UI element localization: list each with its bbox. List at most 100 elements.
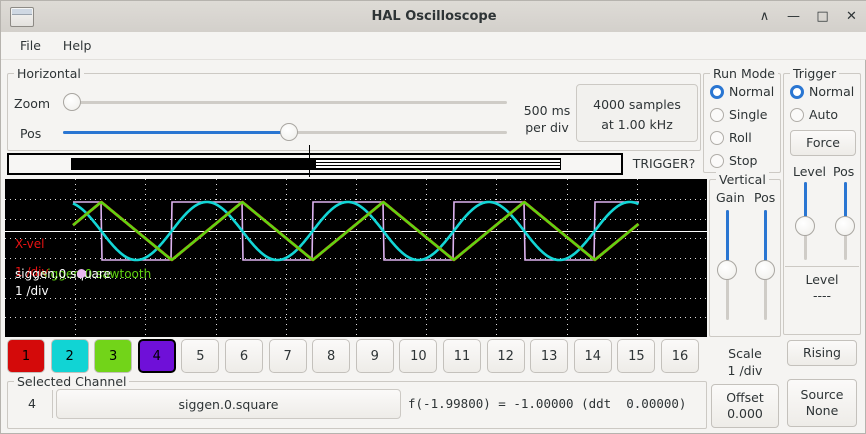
channel-button-4[interactable]: 4 [137, 339, 176, 373]
zoom-slider-track [63, 101, 507, 104]
channel-button-6[interactable]: 6 [225, 339, 263, 373]
shade-button[interactable]: ∧ [759, 9, 770, 24]
trigger-mode-normal-label: Normal [809, 84, 855, 99]
trigger-force-button[interactable]: Force [790, 130, 856, 156]
trigger-pos-slider-fill [844, 182, 847, 222]
horizontal-pos-slider-fill [63, 131, 289, 134]
trigger-mode-normal[interactable]: Normal [790, 84, 854, 99]
run-mode-stop-label: Stop [729, 153, 758, 168]
trigger-source-title: Source [800, 387, 844, 402]
menu-item-file[interactable]: File [20, 38, 41, 53]
zoom-slider[interactable] [63, 93, 507, 111]
run-mode-single-label: Single [729, 107, 768, 122]
radio-off-icon [710, 107, 724, 122]
channel-button-row: 1 2 3 4 5 6 7 8 9 10 11 12 13 14 15 16 [7, 339, 707, 375]
run-mode-roll[interactable]: Roll [710, 130, 752, 145]
channel-scale-label: 1 /div [15, 284, 49, 298]
radio-off-icon [710, 153, 724, 168]
trigger-source-value: None [805, 403, 839, 418]
selected-channel-signal-button[interactable]: siggen.0.square [56, 389, 401, 419]
run-mode-stop[interactable]: Stop [710, 153, 757, 168]
scope-display[interactable]: X-vel 1 /div siggen.0.sawtooth siggen.0.… [5, 179, 707, 337]
channel-button-7[interactable]: 7 [268, 339, 307, 373]
trace-sine [72, 200, 640, 262]
pan-bar-striped [316, 159, 560, 169]
run-mode-group: Run Mode Normal Single Roll Stop [703, 66, 781, 173]
channel-button-10[interactable]: 10 [399, 339, 438, 373]
radio-on-icon [710, 84, 724, 99]
channel-label-x-vel: X-vel [15, 237, 45, 251]
vertical-pos-label: Pos [754, 190, 776, 205]
vertical-offset-value: 0.000 [727, 406, 763, 421]
channel-label-siggen-square: siggen.0.square [15, 267, 111, 281]
trace-triangle [72, 200, 640, 262]
horizontal-pos-slider[interactable] [63, 123, 507, 141]
vertical-pos-slider-knob[interactable] [755, 260, 775, 280]
trace-sawtooth [72, 200, 640, 262]
channel-button-5[interactable]: 5 [181, 339, 220, 373]
menu-bar: File Help [1, 32, 866, 60]
channel-button-11[interactable]: 11 [443, 339, 481, 373]
selected-channel-title: Selected Channel [14, 374, 130, 389]
run-mode-single[interactable]: Single [710, 107, 767, 122]
vertical-offset-button[interactable]: Offset 0.000 [711, 384, 779, 428]
vertical-gain-slider[interactable] [717, 210, 737, 320]
channel-scale-label-red: 1 /div [15, 265, 49, 279]
channel-button-15[interactable]: 15 [617, 339, 656, 373]
scope-zero-line [5, 231, 707, 232]
channel-button-8[interactable]: 8 [312, 339, 351, 373]
timebase-readout: 500 ms per div [516, 102, 578, 136]
title-bar: HAL Oscilloscope ∧ — □ ✕ [1, 1, 866, 33]
run-mode-normal-label: Normal [729, 84, 775, 99]
vertical-gain-slider-knob[interactable] [717, 260, 737, 280]
selected-channel-divider [52, 390, 53, 418]
channel-button-2[interactable]: 2 [50, 339, 89, 373]
channel-button-16[interactable]: 16 [661, 339, 699, 373]
vertical-gain-slider-fill [726, 210, 729, 266]
scope-cursor-handle[interactable] [77, 269, 86, 278]
channel-button-3[interactable]: 3 [94, 339, 133, 373]
minimize-button[interactable]: — [787, 9, 800, 24]
vertical-group-title: Vertical [716, 172, 769, 187]
trigger-status-text: TRIGGER? [632, 156, 696, 171]
trigger-pos-slider[interactable] [835, 182, 855, 260]
run-mode-normal[interactable]: Normal [710, 84, 774, 99]
trigger-position-marker [309, 145, 310, 177]
trigger-pos-slider-knob[interactable] [835, 216, 855, 236]
horizontal-group-title: Horizontal [14, 66, 84, 81]
horizontal-pan-bar[interactable] [7, 153, 623, 175]
trace-square [73, 201, 639, 261]
channel-button-1[interactable]: 1 [7, 339, 45, 373]
trigger-mode-auto[interactable]: Auto [790, 107, 838, 122]
horizontal-pos-slider-knob[interactable] [280, 123, 298, 141]
scope-waveforms [72, 200, 640, 262]
pos-label: Pos [20, 126, 42, 141]
vertical-pos-slider-fill [764, 210, 767, 266]
channel-button-14[interactable]: 14 [573, 339, 612, 373]
window-title: HAL Oscilloscope [371, 9, 497, 24]
maximize-button[interactable]: □ [816, 9, 829, 24]
trigger-level-slider[interactable] [795, 182, 815, 260]
vertical-pos-slider[interactable] [755, 210, 775, 320]
vertical-scale-readout: Scale 1 /div [711, 345, 779, 379]
menu-item-help[interactable]: Help [62, 38, 92, 53]
channel-label-siggen-sawtooth: siggen.0.sawtooth [41, 267, 152, 281]
trigger-level-slider-knob[interactable] [795, 216, 815, 236]
timebase-value: 500 ms [523, 103, 571, 118]
trigger-level-value: ---- [812, 288, 832, 303]
trigger-edge-button[interactable]: Rising [787, 340, 857, 366]
sample-rate-button[interactable]: 4000 samples at 1.00 kHz [576, 84, 698, 142]
channel-button-13[interactable]: 13 [530, 339, 569, 373]
grid-line-horizontal [5, 219, 707, 220]
radio-on-icon [790, 84, 804, 99]
channel-button-9[interactable]: 9 [355, 339, 394, 373]
channel-button-12[interactable]: 12 [486, 339, 525, 373]
run-mode-roll-label: Roll [729, 130, 752, 145]
pan-bar-range[interactable] [71, 158, 561, 170]
zoom-slider-knob[interactable] [63, 93, 81, 111]
trigger-source-button[interactable]: Source None [787, 379, 857, 427]
close-button[interactable]: ✕ [846, 9, 857, 24]
horizontal-group: Horizontal Zoom Pos 500 ms per div 4000 … [7, 66, 701, 151]
grid-line-horizontal [5, 278, 707, 279]
selected-channel-group: Selected Channel 4 siggen.0.square f(-1.… [7, 374, 707, 429]
